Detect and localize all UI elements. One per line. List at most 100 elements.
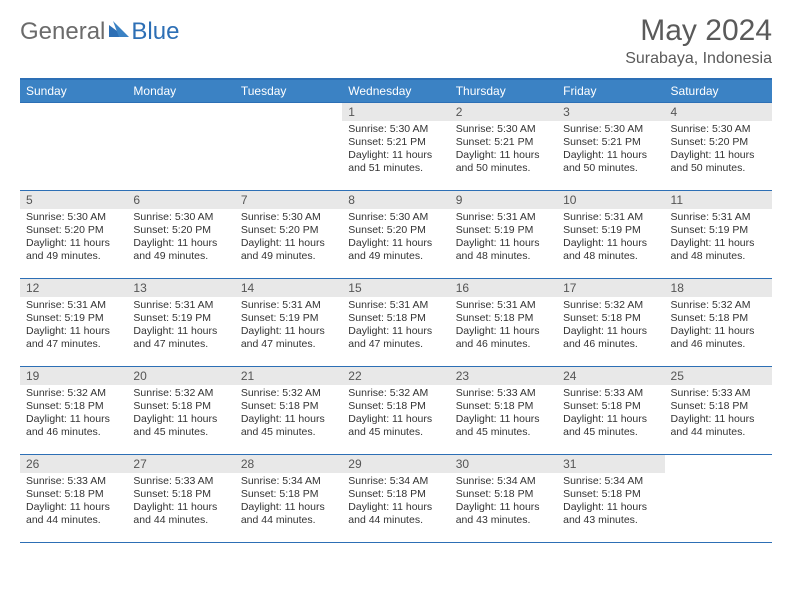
- sunrise-text: Sunrise: 5:33 AM: [133, 475, 228, 488]
- sunrise-text: Sunrise: 5:34 AM: [241, 475, 336, 488]
- day-number: 27: [127, 455, 234, 473]
- sunrise-text: Sunrise: 5:33 AM: [563, 387, 658, 400]
- calendar-cell: 5Sunrise: 5:30 AMSunset: 5:20 PMDaylight…: [20, 191, 127, 279]
- calendar-cell: 30Sunrise: 5:34 AMSunset: 5:18 PMDayligh…: [450, 455, 557, 543]
- sunrise-text: Sunrise: 5:31 AM: [26, 299, 121, 312]
- calendar-cell: 25Sunrise: 5:33 AMSunset: 5:18 PMDayligh…: [665, 367, 772, 455]
- weekday-header-row: Sunday Monday Tuesday Wednesday Thursday…: [20, 79, 772, 103]
- day-content: Sunrise: 5:32 AMSunset: 5:18 PMDaylight:…: [665, 297, 772, 356]
- calendar-cell: 27Sunrise: 5:33 AMSunset: 5:18 PMDayligh…: [127, 455, 234, 543]
- daylight-text: Daylight: 11 hours and 49 minutes.: [26, 237, 121, 263]
- sunrise-text: Sunrise: 5:32 AM: [26, 387, 121, 400]
- sunset-text: Sunset: 5:18 PM: [348, 488, 443, 501]
- weekday-header: Thursday: [450, 79, 557, 103]
- day-number: 3: [557, 103, 664, 121]
- sunset-text: Sunset: 5:19 PM: [563, 224, 658, 237]
- day-number: 1: [342, 103, 449, 121]
- daylight-text: Daylight: 11 hours and 47 minutes.: [241, 325, 336, 351]
- day-number: 8: [342, 191, 449, 209]
- day-number: 2: [450, 103, 557, 121]
- sunrise-text: Sunrise: 5:30 AM: [241, 211, 336, 224]
- day-content: Sunrise: 5:33 AMSunset: 5:18 PMDaylight:…: [450, 385, 557, 444]
- location: Surabaya, Indonesia: [625, 50, 772, 68]
- day-content: Sunrise: 5:30 AMSunset: 5:20 PMDaylight:…: [235, 209, 342, 268]
- day-content: Sunrise: 5:31 AMSunset: 5:19 PMDaylight:…: [235, 297, 342, 356]
- day-content: Sunrise: 5:31 AMSunset: 5:19 PMDaylight:…: [20, 297, 127, 356]
- day-number: 19: [20, 367, 127, 385]
- day-content: Sunrise: 5:30 AMSunset: 5:20 PMDaylight:…: [127, 209, 234, 268]
- calendar-cell: 9Sunrise: 5:31 AMSunset: 5:19 PMDaylight…: [450, 191, 557, 279]
- weekday-header: Wednesday: [342, 79, 449, 103]
- weekday-header: Friday: [557, 79, 664, 103]
- calendar-cell: 15Sunrise: 5:31 AMSunset: 5:18 PMDayligh…: [342, 279, 449, 367]
- daylight-text: Daylight: 11 hours and 46 minutes.: [563, 325, 658, 351]
- day-content: Sunrise: 5:31 AMSunset: 5:19 PMDaylight:…: [450, 209, 557, 268]
- logo-text-general: General: [20, 18, 105, 46]
- logo: General Blue: [20, 18, 179, 46]
- day-number: 6: [127, 191, 234, 209]
- sunset-text: Sunset: 5:18 PM: [456, 312, 551, 325]
- calendar-week-row: 1Sunrise: 5:30 AMSunset: 5:21 PMDaylight…: [20, 103, 772, 191]
- calendar-cell: 1Sunrise: 5:30 AMSunset: 5:21 PMDaylight…: [342, 103, 449, 191]
- sunrise-text: Sunrise: 5:34 AM: [456, 475, 551, 488]
- day-number: 15: [342, 279, 449, 297]
- calendar-week-row: 5Sunrise: 5:30 AMSunset: 5:20 PMDaylight…: [20, 191, 772, 279]
- day-content: Sunrise: 5:30 AMSunset: 5:20 PMDaylight:…: [342, 209, 449, 268]
- calendar-cell: 20Sunrise: 5:32 AMSunset: 5:18 PMDayligh…: [127, 367, 234, 455]
- day-number: 4: [665, 103, 772, 121]
- day-number: 31: [557, 455, 664, 473]
- sunset-text: Sunset: 5:18 PM: [241, 488, 336, 501]
- sunset-text: Sunset: 5:20 PM: [133, 224, 228, 237]
- sunset-text: Sunset: 5:21 PM: [348, 136, 443, 149]
- day-number: 23: [450, 367, 557, 385]
- sunset-text: Sunset: 5:21 PM: [563, 136, 658, 149]
- logo-triangle-icon: [109, 21, 129, 37]
- day-content: Sunrise: 5:31 AMSunset: 5:18 PMDaylight:…: [342, 297, 449, 356]
- day-number: 30: [450, 455, 557, 473]
- calendar-cell: [127, 103, 234, 191]
- daylight-text: Daylight: 11 hours and 46 minutes.: [671, 325, 766, 351]
- sunrise-text: Sunrise: 5:30 AM: [456, 123, 551, 136]
- sunset-text: Sunset: 5:18 PM: [456, 400, 551, 413]
- daylight-text: Daylight: 11 hours and 50 minutes.: [456, 149, 551, 175]
- calendar-week-row: 12Sunrise: 5:31 AMSunset: 5:19 PMDayligh…: [20, 279, 772, 367]
- day-content: Sunrise: 5:33 AMSunset: 5:18 PMDaylight:…: [665, 385, 772, 444]
- day-content: Sunrise: 5:34 AMSunset: 5:18 PMDaylight:…: [342, 473, 449, 532]
- sunrise-text: Sunrise: 5:32 AM: [671, 299, 766, 312]
- day-number: 17: [557, 279, 664, 297]
- daylight-text: Daylight: 11 hours and 44 minutes.: [133, 501, 228, 527]
- daylight-text: Daylight: 11 hours and 48 minutes.: [671, 237, 766, 263]
- sunset-text: Sunset: 5:19 PM: [133, 312, 228, 325]
- calendar-cell: 19Sunrise: 5:32 AMSunset: 5:18 PMDayligh…: [20, 367, 127, 455]
- daylight-text: Daylight: 11 hours and 45 minutes.: [241, 413, 336, 439]
- day-number: 24: [557, 367, 664, 385]
- sunset-text: Sunset: 5:18 PM: [133, 400, 228, 413]
- sunrise-text: Sunrise: 5:32 AM: [348, 387, 443, 400]
- sunrise-text: Sunrise: 5:34 AM: [348, 475, 443, 488]
- day-content: Sunrise: 5:32 AMSunset: 5:18 PMDaylight:…: [20, 385, 127, 444]
- daylight-text: Daylight: 11 hours and 48 minutes.: [563, 237, 658, 263]
- day-number: 13: [127, 279, 234, 297]
- weekday-header: Monday: [127, 79, 234, 103]
- sunset-text: Sunset: 5:19 PM: [456, 224, 551, 237]
- calendar-cell: 16Sunrise: 5:31 AMSunset: 5:18 PMDayligh…: [450, 279, 557, 367]
- day-number: [20, 103, 127, 107]
- daylight-text: Daylight: 11 hours and 46 minutes.: [456, 325, 551, 351]
- sunrise-text: Sunrise: 5:32 AM: [563, 299, 658, 312]
- daylight-text: Daylight: 11 hours and 45 minutes.: [563, 413, 658, 439]
- sunrise-text: Sunrise: 5:30 AM: [348, 211, 443, 224]
- sunrise-text: Sunrise: 5:33 AM: [26, 475, 121, 488]
- calendar-cell: 12Sunrise: 5:31 AMSunset: 5:19 PMDayligh…: [20, 279, 127, 367]
- daylight-text: Daylight: 11 hours and 43 minutes.: [563, 501, 658, 527]
- day-content: Sunrise: 5:33 AMSunset: 5:18 PMDaylight:…: [127, 473, 234, 532]
- day-number: 16: [450, 279, 557, 297]
- sunset-text: Sunset: 5:18 PM: [671, 400, 766, 413]
- day-content: Sunrise: 5:34 AMSunset: 5:18 PMDaylight:…: [557, 473, 664, 532]
- day-content: Sunrise: 5:30 AMSunset: 5:20 PMDaylight:…: [665, 121, 772, 180]
- day-number: 5: [20, 191, 127, 209]
- sunset-text: Sunset: 5:19 PM: [671, 224, 766, 237]
- day-content: Sunrise: 5:30 AMSunset: 5:21 PMDaylight:…: [342, 121, 449, 180]
- day-number: 10: [557, 191, 664, 209]
- month-title: May 2024: [625, 14, 772, 48]
- logo-text-blue: Blue: [131, 18, 179, 46]
